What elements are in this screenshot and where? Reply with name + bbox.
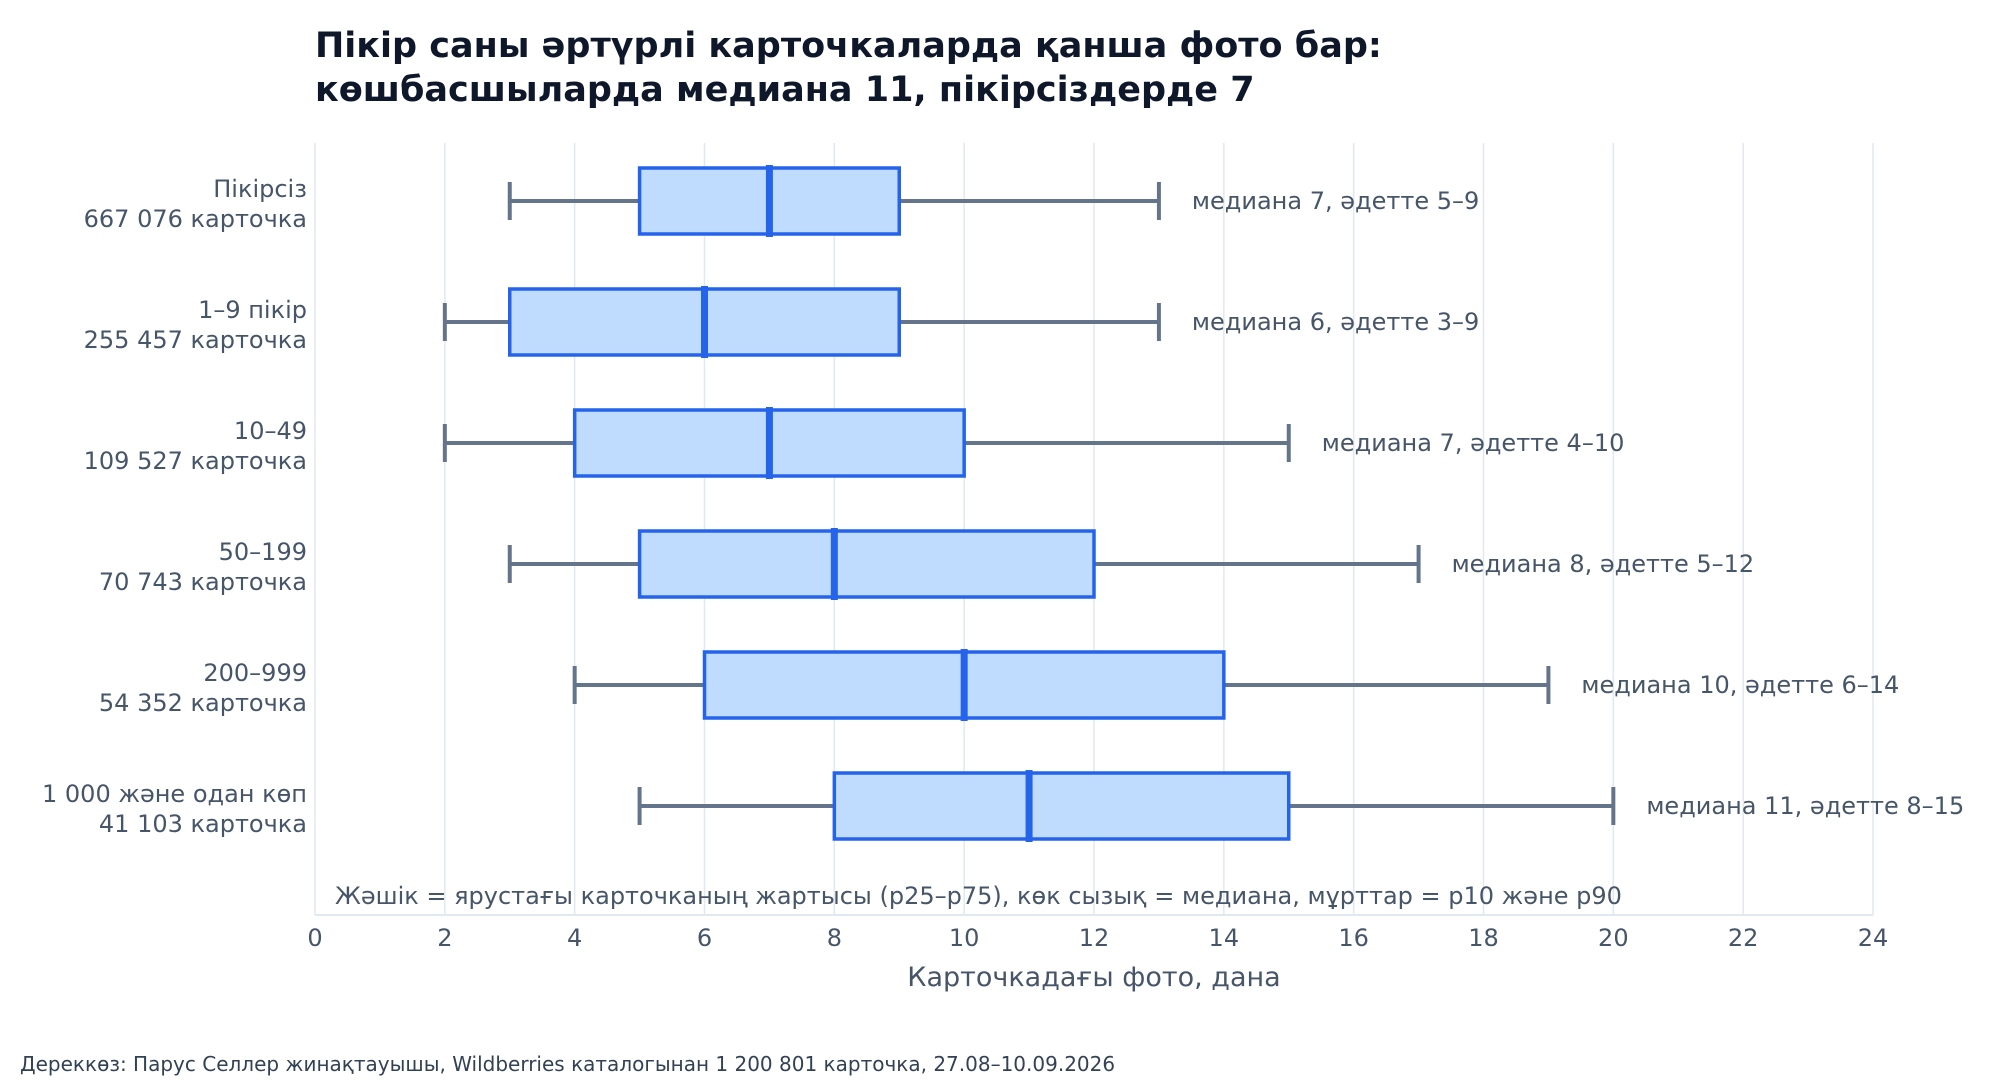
x-tick-label: 16	[1338, 924, 1369, 952]
boxes	[442, 165, 1616, 842]
iqr-box	[832, 771, 1291, 841]
x-tick-label: 12	[1079, 924, 1110, 952]
iqr-box	[637, 529, 1096, 599]
median-annotation: медиана 8, әдетте 5–12	[1452, 550, 1755, 578]
x-tick-label: 8	[827, 924, 842, 952]
category-label: 50–199	[219, 538, 307, 566]
box-group	[442, 286, 1161, 358]
box-group	[507, 165, 1161, 237]
box-group	[442, 407, 1291, 479]
x-tick-label: 24	[1858, 924, 1889, 952]
category-label: 1 000 және одан көп	[42, 780, 307, 808]
box-group	[507, 528, 1421, 600]
chart-title-line-1: Пікір саны әртүрлі карточкаларда қанша ф…	[315, 26, 1382, 66]
x-tick-label: 4	[567, 924, 582, 952]
median-annotation: медиана 6, әдетте 3–9	[1192, 308, 1479, 336]
category-label: Пікірсіз	[213, 175, 307, 203]
x-tick-label: 2	[437, 924, 452, 952]
x-axis-title: Карточкадағы фото, дана	[907, 962, 1280, 993]
annotations: медиана 7, әдетте 5–9 медиана 6, әдетте 3…	[335, 187, 1964, 910]
median-annotation: медиана 11, әдетте 8–15	[1646, 792, 1964, 820]
x-tick-label: 22	[1728, 924, 1759, 952]
x-tick-label: 6	[697, 924, 712, 952]
source-note: Дереккөз: Парус Селлер жинақтауышы, Wild…	[20, 1052, 1116, 1076]
x-tick-label: 0	[307, 924, 322, 952]
x-tick-label: 18	[1468, 924, 1499, 952]
median-annotation: медиана 7, әдетте 4–10	[1322, 429, 1625, 457]
chart-title-line-2: көшбасшыларда медиана 11, пікірсіздерде …	[315, 70, 1255, 110]
median-annotation: медиана 7, әдетте 5–9	[1192, 187, 1479, 215]
category-label: 200–999	[203, 659, 307, 687]
category-count: 255 457 карточка	[84, 326, 307, 354]
x-tick-label: 20	[1598, 924, 1629, 952]
category-count: 70 743 карточка	[99, 568, 307, 596]
box-group	[637, 770, 1616, 842]
chart-title: Пікір саны әртүрлі карточкаларда қанша ф…	[315, 24, 1382, 112]
category-count: 667 076 карточка	[84, 205, 307, 233]
category-count: 41 103 карточка	[99, 810, 307, 838]
legend-note: Жәшік = ярустағы карточканың жартысы (p2…	[335, 882, 1622, 910]
median-annotation: медиана 10, әдетте 6–14	[1581, 671, 1899, 699]
category-count: 109 527 карточка	[84, 447, 307, 475]
category-label: 1–9 пікір	[198, 296, 307, 324]
category-label: 10–49	[234, 417, 307, 445]
box-group	[572, 649, 1551, 721]
x-tick-label: 10	[949, 924, 980, 952]
category-count: 54 352 карточка	[99, 689, 307, 717]
x-tick-label: 14	[1209, 924, 1240, 952]
